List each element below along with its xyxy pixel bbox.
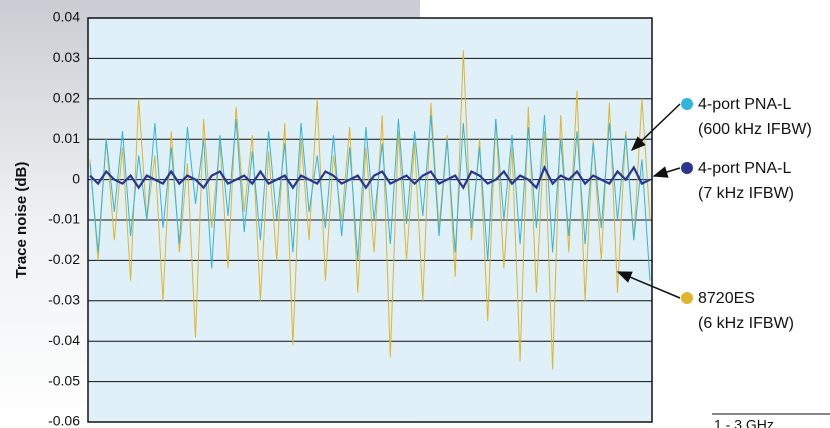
legend-marker: [681, 292, 693, 304]
legend-marker: [681, 98, 693, 110]
y-axis-label: Trace noise (dB): [13, 162, 30, 279]
y-tick-label: -0.06: [48, 413, 80, 428]
y-tick-label: -0.05: [48, 372, 80, 388]
series-line: [89, 114, 651, 281]
legend-label: 8720ES: [698, 290, 755, 307]
series-line: [89, 50, 651, 370]
y-tick-label: 0.03: [53, 49, 80, 65]
y-tick-label: -0.02: [48, 251, 80, 267]
y-tick-label: -0.04: [48, 332, 80, 348]
callout-arrow: [652, 166, 681, 178]
y-tick-label: 0: [72, 170, 80, 186]
callout-arrow: [616, 271, 681, 299]
legend-marker: [681, 162, 693, 174]
legend-detail: (7 kHz IFBW): [698, 185, 794, 202]
legend-detail: (6 kHz IFBW): [698, 315, 794, 332]
callout-arrow: [630, 103, 681, 152]
y-tick-label: 0.04: [53, 9, 80, 25]
footnote: 1 - 3 GHz: [714, 417, 774, 428]
legend-label: 4-port PNA-L: [698, 160, 791, 177]
y-tick-label: -0.03: [48, 292, 80, 308]
legend-detail: (600 kHz IFBW): [698, 121, 812, 138]
legend-label: 4-port PNA-L: [698, 96, 791, 113]
y-tick-label: 0.02: [53, 90, 80, 106]
y-tick-label: -0.01: [48, 211, 80, 227]
y-tick-label: 0.01: [53, 130, 80, 146]
series-line: [89, 164, 651, 190]
